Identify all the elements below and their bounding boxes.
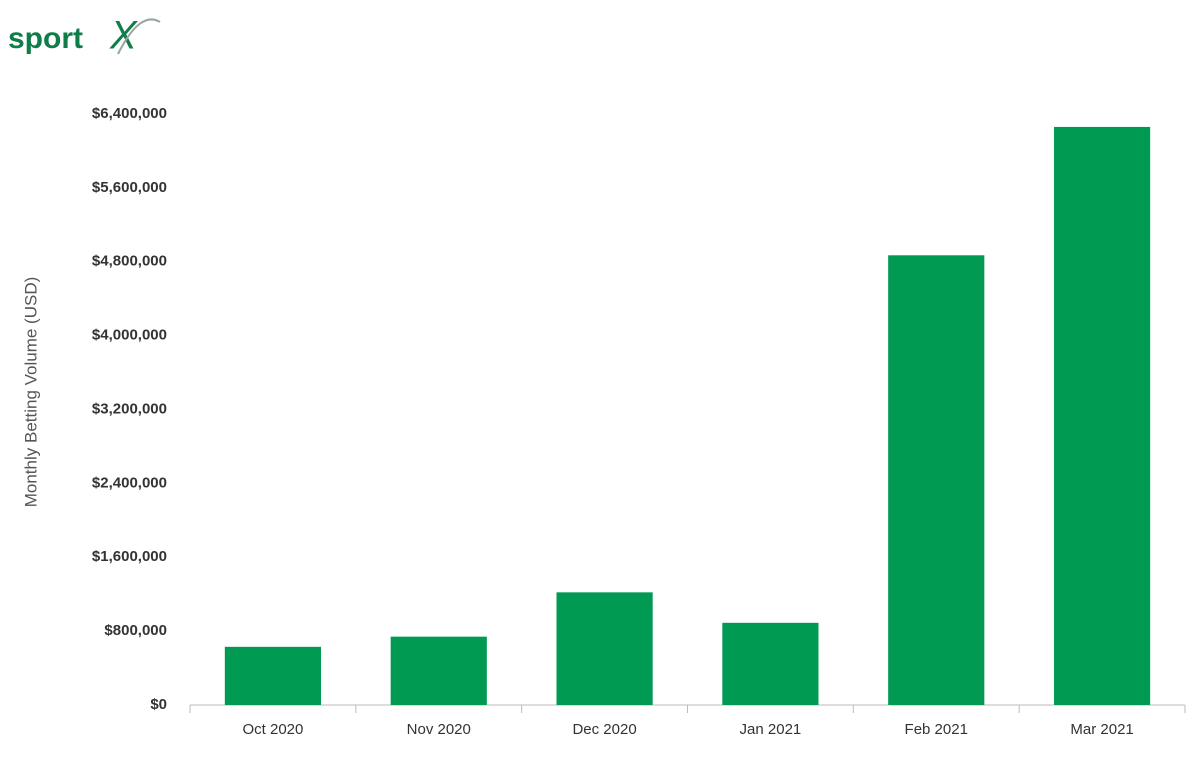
logo-swoosh (117, 18, 161, 55)
bar (224, 646, 322, 705)
y-tick-label: $5,600,000 (92, 179, 167, 196)
x-tick-label: Feb 2021 (905, 721, 968, 738)
x-tick-label: Nov 2020 (407, 721, 471, 738)
y-tick-label: $2,400,000 (92, 474, 167, 491)
y-tick-label: $0 (150, 696, 167, 713)
bar (390, 636, 487, 705)
logo-text: sport (8, 22, 83, 55)
y-tick-label: $3,200,000 (92, 400, 167, 417)
logo-mark: X (109, 14, 138, 58)
y-tick-label: $6,400,000 (92, 105, 167, 122)
bar (722, 622, 819, 705)
y-tick-label: $4,800,000 (92, 253, 167, 270)
x-tick-label: Mar 2021 (1070, 721, 1133, 738)
x-tick-label: Dec 2020 (572, 721, 636, 738)
x-tick-label: Oct 2020 (242, 721, 303, 738)
y-axis-title: Monthly Betting Volume (USD) (21, 277, 40, 508)
y-tick-label: $800,000 (104, 622, 167, 639)
bar (556, 592, 653, 705)
x-tick-label: Jan 2021 (740, 721, 802, 738)
bar (888, 255, 985, 705)
y-tick-label: $4,000,000 (92, 327, 167, 344)
bar (1053, 126, 1151, 706)
y-tick-label: $1,600,000 (92, 548, 167, 565)
